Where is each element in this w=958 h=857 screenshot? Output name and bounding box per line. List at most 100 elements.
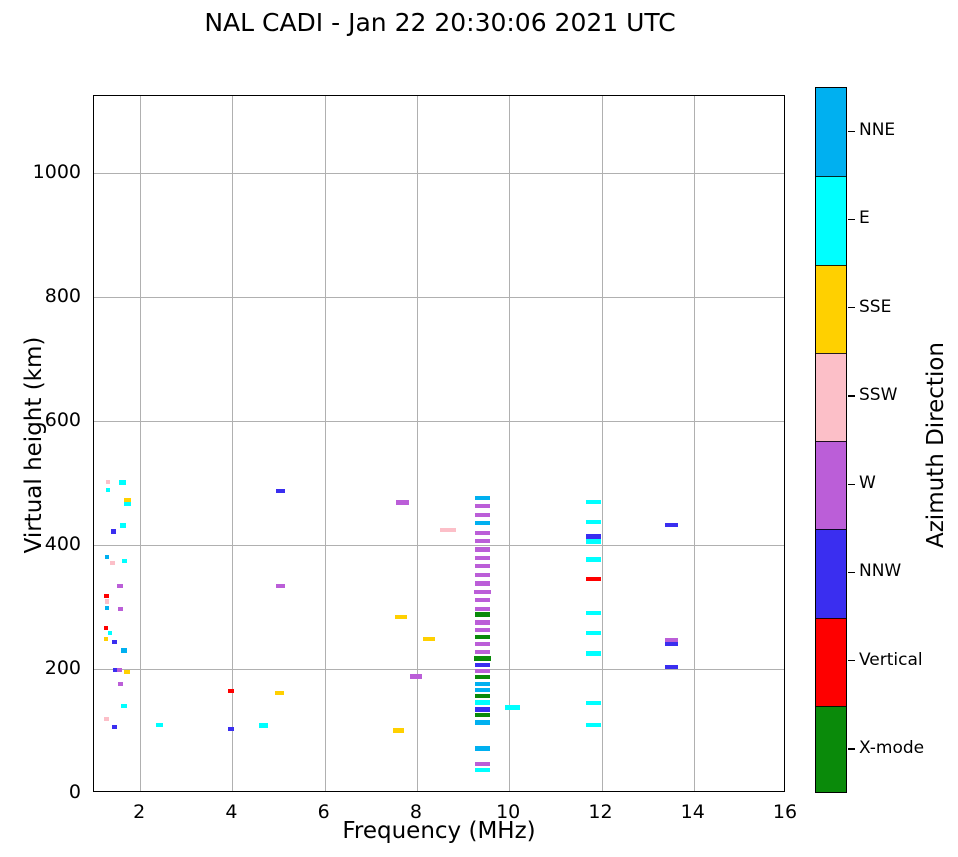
- echo-trace-mark: [119, 480, 126, 485]
- echo-trace-mark: [117, 606, 123, 612]
- x-tick-label: 6: [317, 801, 330, 823]
- echo-trace-mark: [585, 520, 602, 525]
- echo-trace-mark: [104, 716, 109, 721]
- colorbar-tick-label: SSW: [859, 384, 898, 405]
- echo-trace-mark: [586, 701, 601, 706]
- echo-trace-mark: [664, 637, 679, 643]
- echo-trace-mark: [586, 499, 601, 504]
- x-tick-label: 14: [680, 801, 705, 823]
- echo-trace-mark: [474, 627, 491, 633]
- echo-trace-mark: [124, 497, 131, 503]
- colorbar-band-ssw[interactable]: [816, 352, 846, 442]
- echo-trace-mark: [474, 634, 491, 640]
- echo-trace-mark: [116, 583, 123, 589]
- echo-trace-mark: [585, 539, 602, 544]
- echo-trace-mark: [474, 503, 491, 509]
- gridline-horizontal: [94, 421, 784, 423]
- colorbar-band-x-mode[interactable]: [816, 705, 846, 792]
- echo-trace-mark: [474, 547, 491, 552]
- x-tick-label: 2: [133, 801, 146, 823]
- echo-trace-mark: [116, 667, 122, 672]
- x-axis-label: Frequency (MHz): [342, 818, 536, 844]
- echo-trace-mark: [104, 554, 109, 560]
- gridline-horizontal: [94, 297, 784, 299]
- colorbar-tick-label: E: [859, 208, 870, 229]
- echo-trace-mark: [474, 564, 491, 569]
- echo-trace-mark: [586, 722, 601, 727]
- echo-trace-mark: [112, 639, 117, 644]
- echo-trace-mark: [474, 620, 491, 625]
- echo-trace-mark: [474, 674, 491, 680]
- x-tick-label: 10: [496, 801, 521, 823]
- echo-trace-mark: [258, 723, 268, 728]
- echo-trace-mark: [394, 614, 407, 620]
- colorbar-band-divider: [816, 176, 846, 178]
- y-tick-label: 1000: [32, 161, 81, 184]
- echo-trace-mark: [586, 610, 601, 615]
- echo-trace-mark: [228, 688, 234, 693]
- y-tick-label: 600: [44, 409, 81, 432]
- gridline-vertical: [324, 96, 326, 791]
- colorbar-band-divider: [816, 705, 846, 707]
- colorbar-band-divider: [816, 441, 846, 442]
- echo-trace-mark: [422, 636, 435, 641]
- colorbar-band-vertical[interactable]: [816, 617, 846, 707]
- colorbar-tick-label: NNW: [859, 561, 902, 582]
- x-tick-label: 8: [409, 801, 422, 823]
- echo-trace-mark: [276, 488, 286, 493]
- echo-trace-mark: [474, 668, 491, 674]
- echo-trace-mark: [121, 704, 128, 709]
- colorbar-band-divider: [816, 264, 846, 266]
- echo-trace-mark: [124, 501, 131, 506]
- echo-trace-mark: [121, 559, 128, 564]
- gridline-vertical: [693, 96, 695, 791]
- echo-trace-mark: [474, 746, 491, 751]
- colorbar-tick: [848, 130, 855, 132]
- echo-trace-mark: [474, 512, 491, 517]
- colorbar-band-nne[interactable]: [816, 88, 846, 177]
- echo-trace-mark: [392, 728, 404, 733]
- echo-trace-mark: [474, 612, 491, 617]
- echo-trace-mark: [474, 556, 491, 561]
- colorbar[interactable]: [815, 87, 847, 793]
- echo-trace-mark: [112, 667, 118, 672]
- plot-area[interactable]: [93, 95, 785, 792]
- echo-trace-mark: [474, 642, 491, 647]
- echo-trace-mark: [474, 590, 491, 595]
- y-tick-label: 200: [44, 657, 81, 680]
- echo-trace-mark: [664, 665, 679, 670]
- echo-trace-mark: [474, 495, 491, 501]
- colorbar-tick: [848, 748, 855, 750]
- colorbar-band-nnw[interactable]: [816, 529, 846, 619]
- gridline-vertical: [509, 96, 511, 791]
- echo-trace-mark: [275, 691, 284, 696]
- echo-trace-mark: [586, 651, 601, 656]
- colorbar-tick: [848, 483, 855, 485]
- colorbar-tick-label: W: [859, 473, 876, 494]
- echo-trace-mark: [105, 479, 111, 485]
- echo-trace-mark: [124, 670, 130, 675]
- colorbar-band-divider: [816, 617, 846, 619]
- colorbar-band-e[interactable]: [816, 176, 846, 266]
- gridline-horizontal: [94, 669, 784, 671]
- echo-trace-mark: [103, 626, 109, 631]
- echo-trace-mark: [474, 606, 491, 612]
- echo-trace-mark: [474, 700, 491, 705]
- echo-trace-mark: [664, 522, 679, 527]
- echo-trace-mark: [104, 599, 109, 604]
- colorbar-tick-label: SSE: [859, 296, 892, 317]
- gridline-horizontal: [94, 545, 784, 547]
- echo-trace-mark: [474, 767, 491, 773]
- colorbar-label: Azimuth Direction: [923, 342, 949, 548]
- echo-trace-mark: [585, 577, 602, 582]
- echo-trace-mark: [409, 674, 422, 679]
- echo-trace-mark: [474, 656, 491, 661]
- colorbar-band-w[interactable]: [816, 441, 846, 530]
- colorbar-tick-label: NNE: [859, 120, 896, 141]
- colorbar-band-sse[interactable]: [816, 264, 846, 354]
- x-tick-label: 12: [588, 801, 613, 823]
- echo-trace-mark: [228, 727, 234, 732]
- y-axis-label: Virtual height (km): [21, 336, 47, 554]
- echo-trace-mark: [120, 648, 127, 653]
